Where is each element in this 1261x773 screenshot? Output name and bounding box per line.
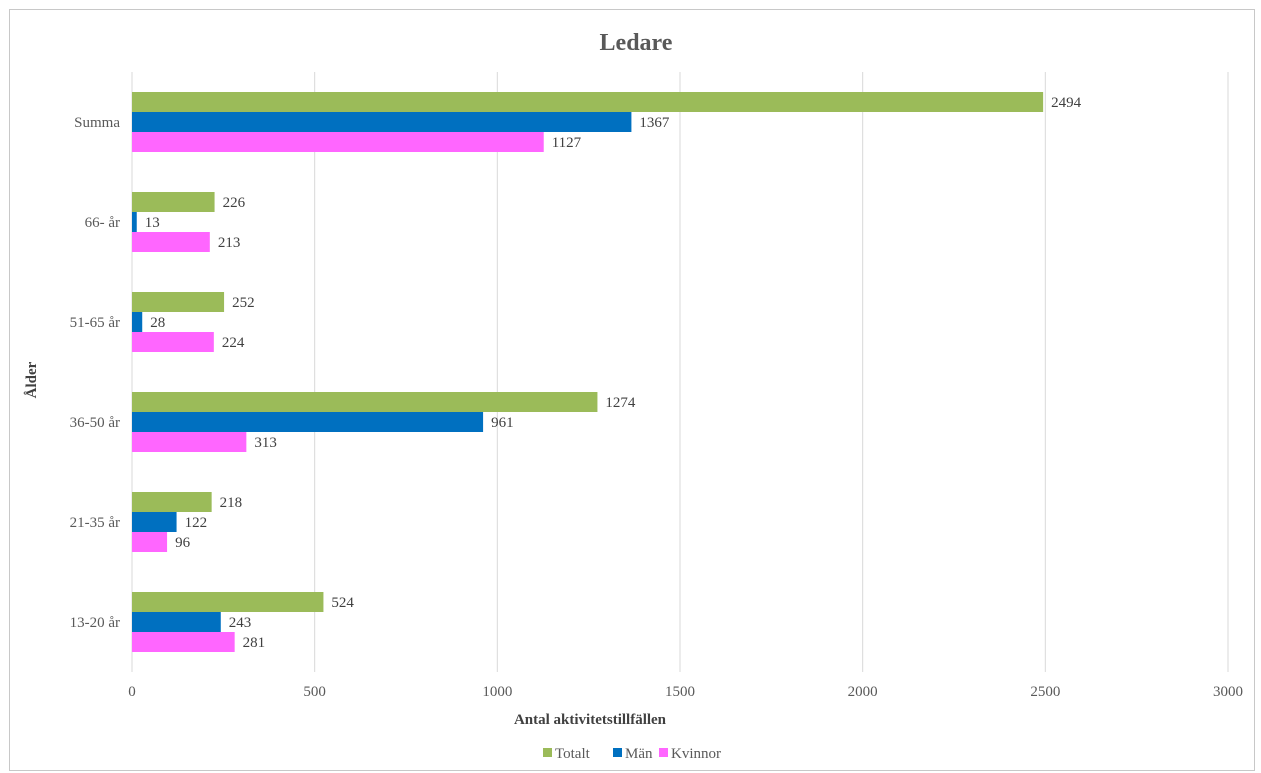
x-tick-label: 3000 <box>1213 684 1243 700</box>
bar-kvinnor <box>132 232 210 252</box>
x-tick-label: 2000 <box>848 684 878 700</box>
legend-swatch <box>543 748 552 757</box>
data-label: 961 <box>491 415 514 431</box>
data-label: 28 <box>150 315 165 331</box>
bar-kvinnor <box>132 532 168 552</box>
x-axis-title: Antal aktivitetstillfällen <box>514 712 667 728</box>
data-label: 122 <box>185 515 208 531</box>
bar-män <box>132 212 137 232</box>
x-tick-label: 1000 <box>482 684 512 700</box>
category-labels: Summa 66- år 51-65 år 36-50 år 21-35 år 13-20… <box>70 115 121 631</box>
data-label: 1274 <box>605 395 636 411</box>
bar-totalt <box>132 592 324 612</box>
chart: Ledare 0 500 1000 1500 2000 2500 3000 Summa 66-… <box>24 30 1243 762</box>
legend-label: Män <box>625 746 653 762</box>
data-label: 313 <box>254 435 277 451</box>
x-tick-label: 0 <box>128 684 136 700</box>
category-label: 13-20 år <box>70 615 120 631</box>
category-label: 66- år <box>85 215 120 231</box>
data-label: 1127 <box>552 135 582 151</box>
x-tick-label: 2500 <box>1030 684 1060 700</box>
bar-män <box>132 412 484 432</box>
data-label: 524 <box>331 595 354 611</box>
data-label: 2494 <box>1051 95 1082 111</box>
data-label: 96 <box>175 535 191 551</box>
bar-totalt <box>132 392 598 412</box>
bar-totalt <box>132 92 1044 112</box>
chart-frame: Ledare 0 500 1000 1500 2000 2500 3000 Summa 66-… <box>9 9 1255 771</box>
gridlines <box>131 72 1229 672</box>
bar-totalt <box>132 292 225 312</box>
data-label: 213 <box>218 235 241 251</box>
x-tick-label: 500 <box>303 684 326 700</box>
legend-label: Totalt <box>555 746 591 762</box>
data-label: 252 <box>232 295 255 311</box>
data-labels: 2494 1367 1127 226 13 213 252 28 224 1274 961 313 21… <box>145 95 1082 651</box>
legend: Totalt Män Kvinnor <box>543 746 721 762</box>
legend-label: Kvinnor <box>671 746 721 762</box>
bar-kvinnor <box>132 332 214 352</box>
bar-män <box>132 312 143 332</box>
y-axis-title: Ålder <box>24 361 40 398</box>
category-label: 51-65 år <box>70 315 120 331</box>
bar-kvinnor <box>132 432 247 452</box>
bar-män <box>132 112 632 132</box>
category-label: 36-50 år <box>70 415 120 431</box>
x-tick-labels: 0 500 1000 1500 2000 2500 3000 <box>128 684 1243 700</box>
data-label: 13 <box>145 215 160 231</box>
data-label: 226 <box>223 195 246 211</box>
data-label: 224 <box>222 335 245 351</box>
bar-totalt <box>132 492 212 512</box>
data-label: 1367 <box>639 115 670 131</box>
category-label: Summa <box>74 115 120 131</box>
bar-totalt <box>132 192 215 212</box>
bars <box>132 92 1044 652</box>
category-label: 21-35 år <box>70 515 120 531</box>
data-label: 243 <box>229 615 252 631</box>
bar-män <box>132 612 221 632</box>
chart-title: Ledare <box>600 30 673 56</box>
data-label: 218 <box>220 495 243 511</box>
bar-kvinnor <box>132 132 544 152</box>
legend-swatch <box>613 748 622 757</box>
bar-män <box>132 512 177 532</box>
x-tick-label: 1500 <box>665 684 695 700</box>
legend-swatch <box>659 748 668 757</box>
data-label: 281 <box>243 635 266 651</box>
bar-kvinnor <box>132 632 235 652</box>
